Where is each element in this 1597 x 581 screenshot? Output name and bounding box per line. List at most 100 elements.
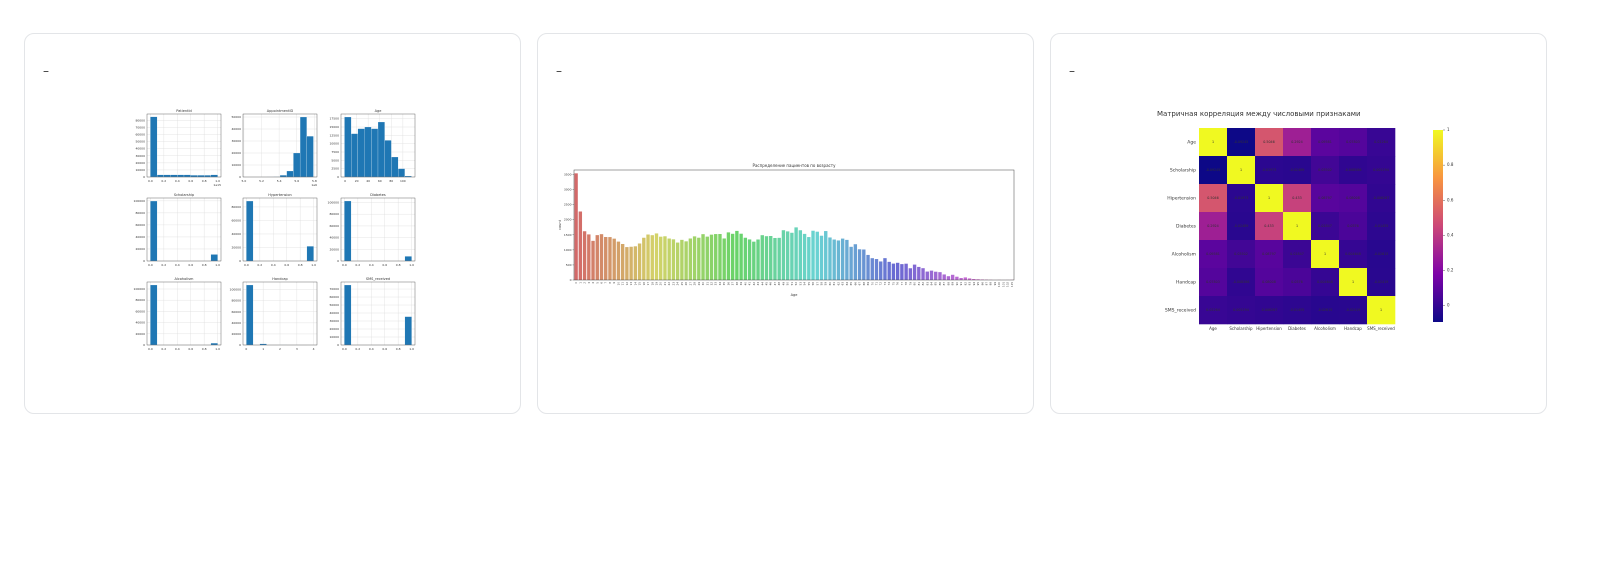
heatmap-cell [1199, 184, 1228, 213]
bar [862, 249, 866, 280]
x-tick-label: 100 [997, 282, 1001, 287]
cell-label: -0.09245 [1234, 140, 1249, 144]
histogram-bar [364, 126, 372, 178]
x-tick-label: 1.0 [215, 263, 220, 267]
x-tick-label: 80 [913, 282, 917, 286]
y-tick-label: 7500 [331, 150, 339, 154]
histogram-bar [183, 174, 191, 178]
x-tick-label: 0.8 [202, 179, 207, 183]
histogram-bar [377, 121, 385, 178]
y-tick-label: 2000 [564, 218, 572, 222]
x-tick-label: 4 [313, 347, 315, 351]
heatmap-cell [1255, 268, 1284, 297]
x-tick-label: 96 [980, 282, 984, 286]
bar [616, 241, 621, 280]
bar [587, 234, 591, 280]
cell-label: 0.08008 [1346, 196, 1360, 200]
x-tick-label: 35 [722, 282, 726, 286]
heatmap-cell [1339, 156, 1368, 185]
y-tick-label: 60000 [135, 133, 145, 137]
heatmap-cell [1283, 268, 1312, 297]
heatmap-cell [1339, 296, 1368, 325]
x-tick-label: 100 [400, 179, 406, 183]
histogram-bar [384, 140, 392, 178]
x-tick-label: 68 [862, 282, 866, 286]
cell-label: 1 [1268, 196, 1270, 200]
bar [836, 240, 841, 280]
histogram-bar [344, 284, 352, 346]
y-tick-label: 40000 [135, 147, 145, 151]
histogram-bar [391, 156, 399, 178]
x-tick-label: 51 [790, 282, 794, 286]
bar [794, 227, 798, 280]
y-tick-label: 20000 [329, 247, 339, 251]
bar [895, 262, 900, 280]
histogram-bar [404, 256, 412, 262]
x-tick-label: 0.4 [369, 347, 374, 351]
x-tick-label: 0.8 [202, 263, 207, 267]
axis-offset: 1e15 [213, 183, 221, 187]
x-tick-label: 70 [870, 282, 874, 286]
card: – Матричная корреляция между числовыми пр… [1050, 33, 1547, 414]
bar [692, 236, 697, 280]
bar [908, 268, 913, 280]
heatmap-cell [1367, 240, 1396, 269]
x-tick-label: 0 [344, 179, 346, 183]
heatmap-cell [1255, 156, 1284, 185]
bar [659, 236, 663, 280]
x-tick-label: 37 [731, 282, 735, 286]
x-tick-label: 87 [942, 282, 946, 286]
bar [955, 276, 959, 280]
x-tick-label: 65 [849, 282, 853, 286]
row-label: Alcoholism [1172, 252, 1196, 258]
y-tick-label: 30000 [231, 139, 241, 143]
x-tick-label: 0.4 [175, 347, 180, 351]
x-tick-label: 13 [629, 282, 633, 286]
y-tick-label: 40000 [231, 321, 241, 325]
subplot-title: Diabetes [370, 193, 386, 197]
x-tick-label: 98 [989, 282, 993, 286]
bar [912, 264, 917, 280]
y-tick-label: 0 [143, 259, 145, 263]
y-tick-label: 20000 [135, 332, 145, 336]
heatmap-cell [1227, 296, 1256, 325]
colorbar [1433, 130, 1443, 322]
y-tick-label: 40000 [231, 127, 241, 131]
x-tick-label: 101 [1001, 282, 1005, 287]
cell-label: 0.0576 [1291, 280, 1303, 284]
cell-label: 0.07803 [1206, 280, 1220, 284]
x-tick-label: 62 [836, 282, 840, 286]
x-tick-label: 0.4 [369, 263, 374, 267]
x-tick-label: 20 [659, 282, 663, 286]
y-tick-label: 100000 [328, 201, 340, 205]
x-tick-label: 4 [591, 282, 595, 284]
cell-label: 0.03502 [1234, 252, 1248, 256]
x-tick-label: 5 [595, 282, 599, 284]
cell-label: 0.01264 [1206, 308, 1220, 312]
heatmap-cell [1283, 156, 1312, 185]
heatmap-cell [1311, 268, 1340, 297]
heatmap-cell [1339, 212, 1368, 241]
bar [714, 234, 718, 280]
x-tick-label: 44 [760, 282, 764, 286]
heatmap-cell [1227, 212, 1256, 241]
bar [874, 259, 879, 280]
histogram-bar [404, 316, 412, 346]
card-label: – [556, 64, 562, 78]
bar [680, 239, 684, 280]
cell-label: -0.006267 [1261, 308, 1278, 312]
heatmap-cell [1367, 268, 1396, 297]
x-tick-label: 40 [366, 179, 370, 183]
heatmap-cell [1283, 128, 1312, 157]
cell-label: 1 [1352, 280, 1354, 284]
cell-label: -0.008586 [1233, 280, 1250, 284]
x-tick-label: 5.0 [241, 179, 246, 183]
x-tick-label: 102 [1006, 282, 1010, 287]
y-tick-label: 50000 [231, 115, 241, 119]
bar [921, 268, 925, 280]
cell-label: -0.02615 [1374, 252, 1389, 256]
x-tick-label: 2 [279, 347, 281, 351]
x-tick-label: 36 [726, 282, 730, 286]
x-tick-label: 34 [718, 282, 722, 286]
cell-label: 0.001194 [1233, 308, 1249, 312]
